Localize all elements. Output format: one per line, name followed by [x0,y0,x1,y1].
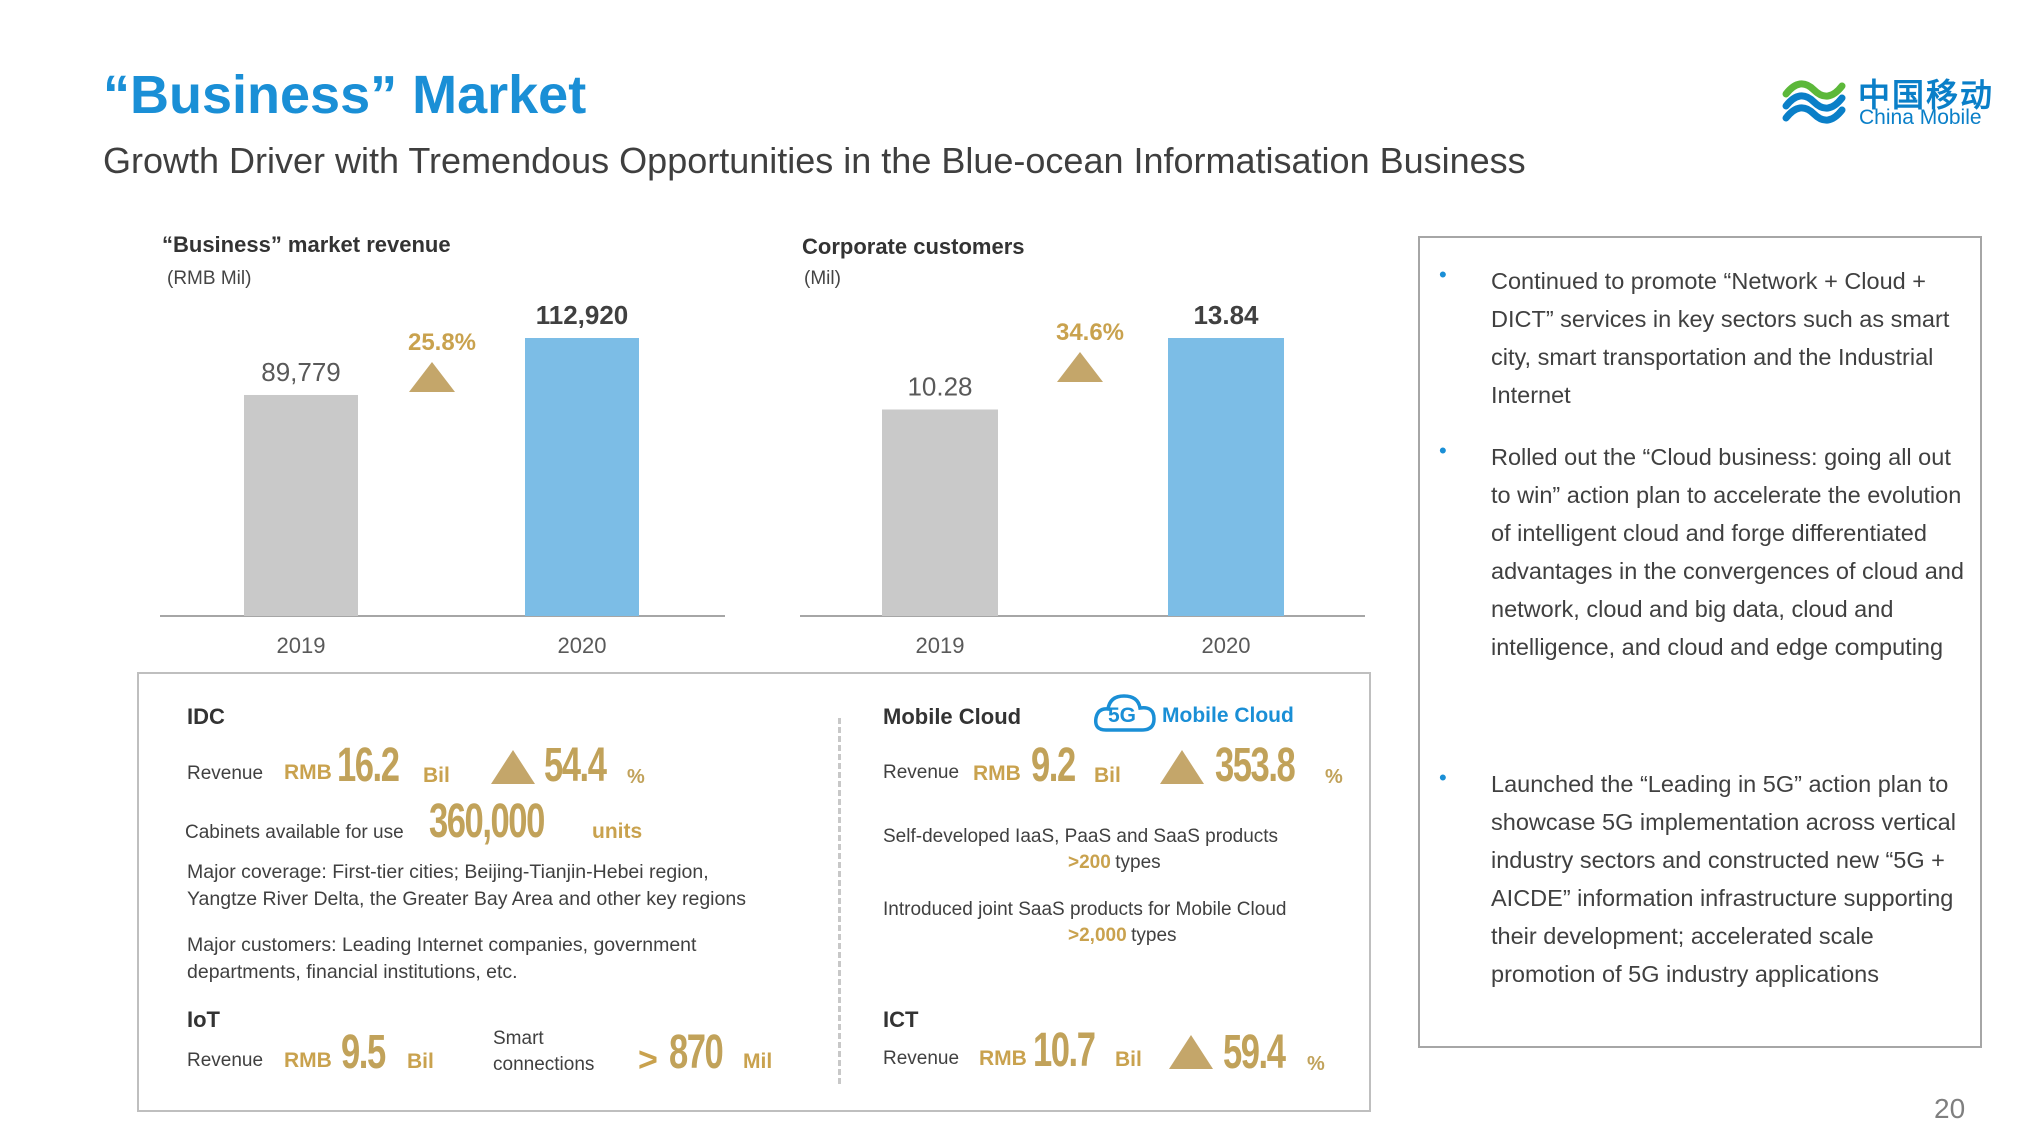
logo-chinese-text: 中国移动 [1858,77,1995,113]
iot-title: IoT [187,1007,220,1032]
mobile-cloud-revenue-unit: Bil [1094,764,1121,787]
idc-coverage-text: Major coverage: First-tier cities; Beiji… [187,859,746,913]
iot-connections-value: 870 [669,1026,724,1079]
iot-connections-prefix: > [638,1041,658,1079]
logo-english-text: China Mobile [1859,106,1982,129]
idc-growth-up-icon [491,750,535,784]
idc-revenue-label: Revenue [187,763,264,784]
mobile-cloud-logo-badge: 5G [1108,704,1137,727]
iot-connections-label-line2: connections [493,1054,595,1075]
idc-growth-value: 54.4 [544,739,607,792]
bar-2019 [244,394,358,616]
bar-2020 [525,338,639,616]
page-number: 20 [1934,1093,1966,1124]
iot-currency: RMB [284,1049,332,1072]
growth-label: 25.8% [408,329,476,356]
ict-revenue-value: 10.7 [1033,1024,1096,1077]
mobile-cloud-saas-value: >2,000 [1068,925,1127,946]
data-label-2020: 13.84 [1193,300,1259,330]
idc-customers-text: Major customers: Leading Internet compan… [187,932,696,986]
chart2-unit: (Mil) [804,268,841,289]
ict-revenue-label: Revenue [883,1048,960,1069]
idc-cabinets-unit: units [592,820,643,843]
section-divider [838,718,841,1084]
growth-up-icon [409,362,455,392]
iot-revenue-value: 9.5 [341,1026,386,1079]
idc-growth-unit: % [627,766,645,788]
chart1-unit: (RMB Mil) [167,268,252,289]
mobile-cloud-products-value: >200 [1068,852,1111,873]
mobile-cloud-revenue-label: Revenue [883,762,960,783]
page-title: “Business” Market [103,65,587,125]
mobile-cloud-products-unit: types [1115,852,1161,873]
bullet-icon: • [1439,438,1447,463]
idc-revenue-value: 16.2 [337,739,400,792]
mobile-cloud-products-line: Self-developed IaaS, PaaS and SaaS produ… [883,826,1279,847]
bar-2020 [1168,338,1284,616]
growth-up-icon [1057,352,1103,382]
business-details-box [137,672,1371,1112]
bar-2019 [882,409,998,616]
bullet-icon: • [1439,765,1447,790]
idc-coverage-line2: Yangtze River Delta, the Greater Bay Are… [187,888,746,910]
ict-growth-value: 59.4 [1223,1026,1286,1079]
highlights-box [1418,236,1982,1048]
bullet-text: Rolled out the “Cloud business: going al… [1491,444,1964,660]
revenue-bar-chart: 89,779 2019 112,920 2020 25.8% [160,300,725,658]
mobile-cloud-saas-line: Introduced joint SaaS products for Mobil… [883,899,1287,920]
mobile-cloud-products-count: >200 types [1068,852,1161,874]
mobile-cloud-growth-value: 353.8 [1215,739,1296,792]
iot-connections-label-line1: Smart [493,1028,544,1049]
mobile-cloud-logo-text: Mobile Cloud [1162,704,1294,727]
china-mobile-logo: 中国移动 China Mobile [1778,66,1998,136]
data-label-2020: 112,920 [536,300,629,330]
idc-customers-line1: Major customers: Leading Internet compan… [187,934,697,956]
tick-label-2019: 2019 [916,633,965,658]
tick-label-2020: 2020 [558,633,607,658]
bullet-icon: • [1439,262,1447,287]
iot-connections-unit: Mil [743,1050,773,1073]
ict-growth-up-icon [1169,1035,1213,1069]
ict-currency: RMB [979,1047,1027,1070]
page-subtitle: Growth Driver with Tremendous Opportunit… [103,140,1526,181]
idc-cabinets-label: Cabinets available for use [185,822,404,843]
iot-revenue-label: Revenue [187,1050,264,1071]
ict-revenue-unit: Bil [1115,1048,1142,1071]
mobile-cloud-growth-up-icon [1160,750,1204,784]
idc-customers-line2: departments, financial institutions, etc… [187,961,518,983]
chart2-title: Corporate customers [802,234,1025,259]
bullet-text: Launched the “Leading in 5G” action plan… [1491,771,1956,987]
mobile-cloud-saas-unit: types [1131,925,1177,946]
mobile-cloud-saas-count: >2,000 types [1068,925,1177,947]
tick-label-2019: 2019 [277,633,326,658]
customers-bar-chart: 10.28 2019 13.84 2020 34.6% [800,300,1365,658]
growth-label: 34.6% [1056,319,1124,346]
iot-revenue-unit: Bil [407,1050,434,1073]
mobile-cloud-growth-unit: % [1325,766,1343,788]
mobile-cloud-title: Mobile Cloud [883,704,1022,729]
idc-currency: RMB [284,761,332,784]
china-mobile-logo-icon [1782,80,1846,124]
idc-title: IDC [187,704,225,729]
tick-label-2020: 2020 [1202,633,1251,658]
ict-growth-unit: % [1307,1053,1325,1075]
data-label-2019: 10.28 [907,372,972,402]
idc-cabinets-value: 360,000 [429,795,545,848]
mobile-cloud-currency: RMB [973,762,1021,785]
idc-revenue-unit: Bil [423,764,450,787]
bullet-text: Continued to promote “Network + Cloud + … [1491,268,1950,408]
cloud-icon [1093,694,1156,732]
mobile-cloud-logo: 5G Mobile Cloud [1092,690,1302,736]
mobile-cloud-revenue-value: 9.2 [1031,739,1076,792]
idc-coverage-line1: Major coverage: First-tier cities; Beiji… [187,861,709,883]
ict-title: ICT [883,1007,919,1032]
data-label-2019: 89,779 [261,357,341,387]
chart1-title: “Business” market revenue [162,232,451,257]
